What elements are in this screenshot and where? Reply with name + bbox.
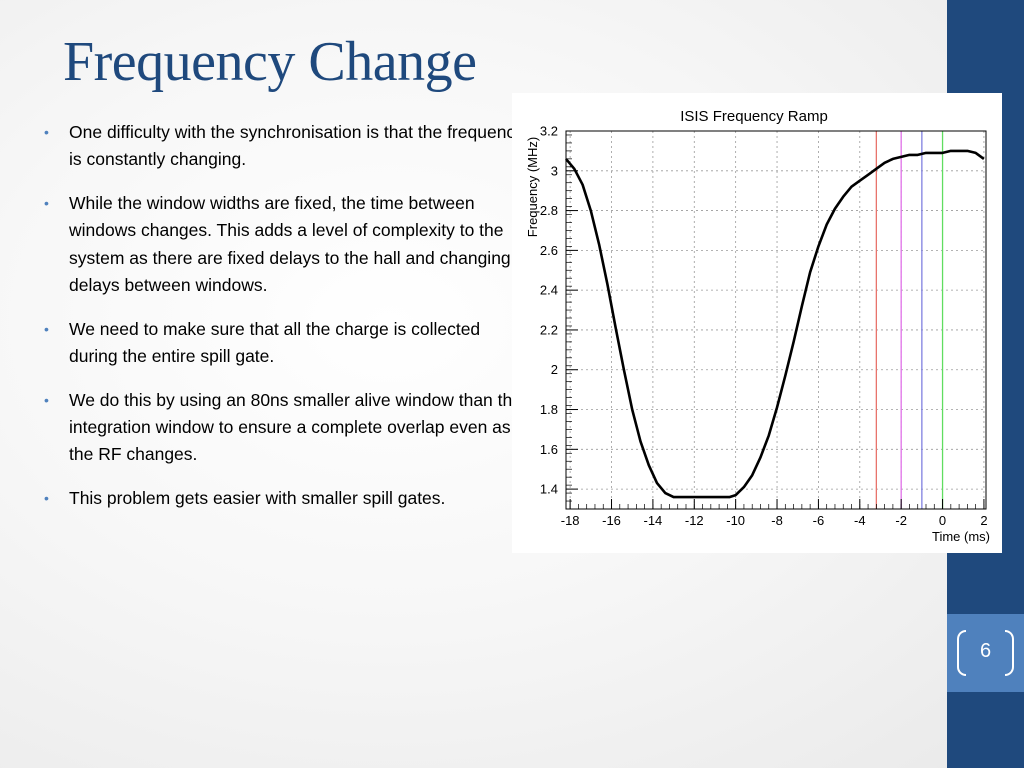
page-number: 6 (979, 640, 992, 662)
y-tick-label: 1.4 (540, 482, 558, 497)
axis-ticks: -18 -16 -14 -12 -10 -8 -6 -4 -2 0 2 1.4 1.6 1.8 2 2.2 2.… (540, 124, 988, 529)
x-tick-label: -12 (685, 513, 704, 528)
frequency-curve (565, 149, 985, 499)
bullet-dot-icon: • (44, 320, 49, 337)
y-tick-label: 2.6 (540, 243, 558, 258)
bullet-text: This problem gets easier with smaller sp… (69, 488, 446, 509)
bullet-item: • We do this by using an 80ns smaller ali… (44, 387, 524, 469)
plot-frame (565, 130, 987, 510)
series-layer (565, 149, 985, 499)
left-brace-icon (957, 630, 966, 676)
y-tick-label: 2.8 (540, 203, 558, 218)
x-tick-label: -4 (854, 513, 866, 528)
bullet-item: • We need to make sure that all the charg… (44, 316, 524, 371)
bullet-text: One difficulty with the synchronisation … (69, 122, 524, 170)
y-axis-label: Frequency (MHz) (525, 137, 540, 237)
y-tick-label: 2 (551, 362, 558, 377)
bullet-text: We need to make sure that all the charge… (69, 318, 481, 367)
y-tick-label: 2.4 (540, 283, 558, 298)
bullet-list: • One difficulty with the synchronisation… (44, 119, 524, 529)
bullet-item: • While the window widths are fixed, the … (44, 190, 524, 299)
time-marker-lines (875, 131, 944, 509)
chart-title: ISIS Frequency Ramp (680, 108, 828, 125)
grid-lines (566, 130, 986, 509)
page-number-box: 6 (947, 614, 1024, 692)
x-axis-label: Time (ms) (932, 529, 990, 544)
bullet-dot-icon: • (44, 195, 49, 212)
bullet-dot-icon: • (44, 124, 49, 140)
bullet-dot-icon: • (44, 490, 49, 507)
y-tick-label: 2.2 (540, 322, 558, 337)
frequency-ramp-chart: ISIS Frequency Ramp Time (ms) Frequency … (512, 93, 1002, 553)
bullet-item: • One difficulty with the synchronisation… (44, 119, 524, 174)
x-tick-label: -16 (602, 513, 621, 528)
x-tick-label: -18 (561, 513, 580, 528)
x-tick-label: 0 (939, 513, 946, 528)
x-tick-label: 2 (980, 513, 987, 528)
y-tick-label: 1.6 (540, 442, 558, 457)
y-tick-label: 3 (551, 163, 558, 178)
x-tick-label: -8 (771, 513, 783, 528)
y-tick-label: 1.8 (540, 402, 558, 417)
x-tick-label: -6 (813, 513, 825, 528)
x-tick-label: -14 (643, 513, 662, 528)
bullet-dot-icon: • (44, 391, 49, 408)
y-tick-label: 3.2 (540, 124, 558, 139)
bullet-item: • This problem gets easier with smaller s… (44, 485, 524, 512)
chart-svg: ISIS Frequency Ramp Time (ms) Frequency … (525, 108, 990, 544)
x-tick-label: -10 (726, 513, 745, 528)
slide-title: Frequency Change (63, 31, 477, 93)
bullet-text: While the window widths are fixed, the t… (69, 193, 511, 295)
bullet-text: We do this by using an 80ns smaller aliv… (69, 389, 522, 465)
x-tick-label: -2 (895, 513, 907, 528)
